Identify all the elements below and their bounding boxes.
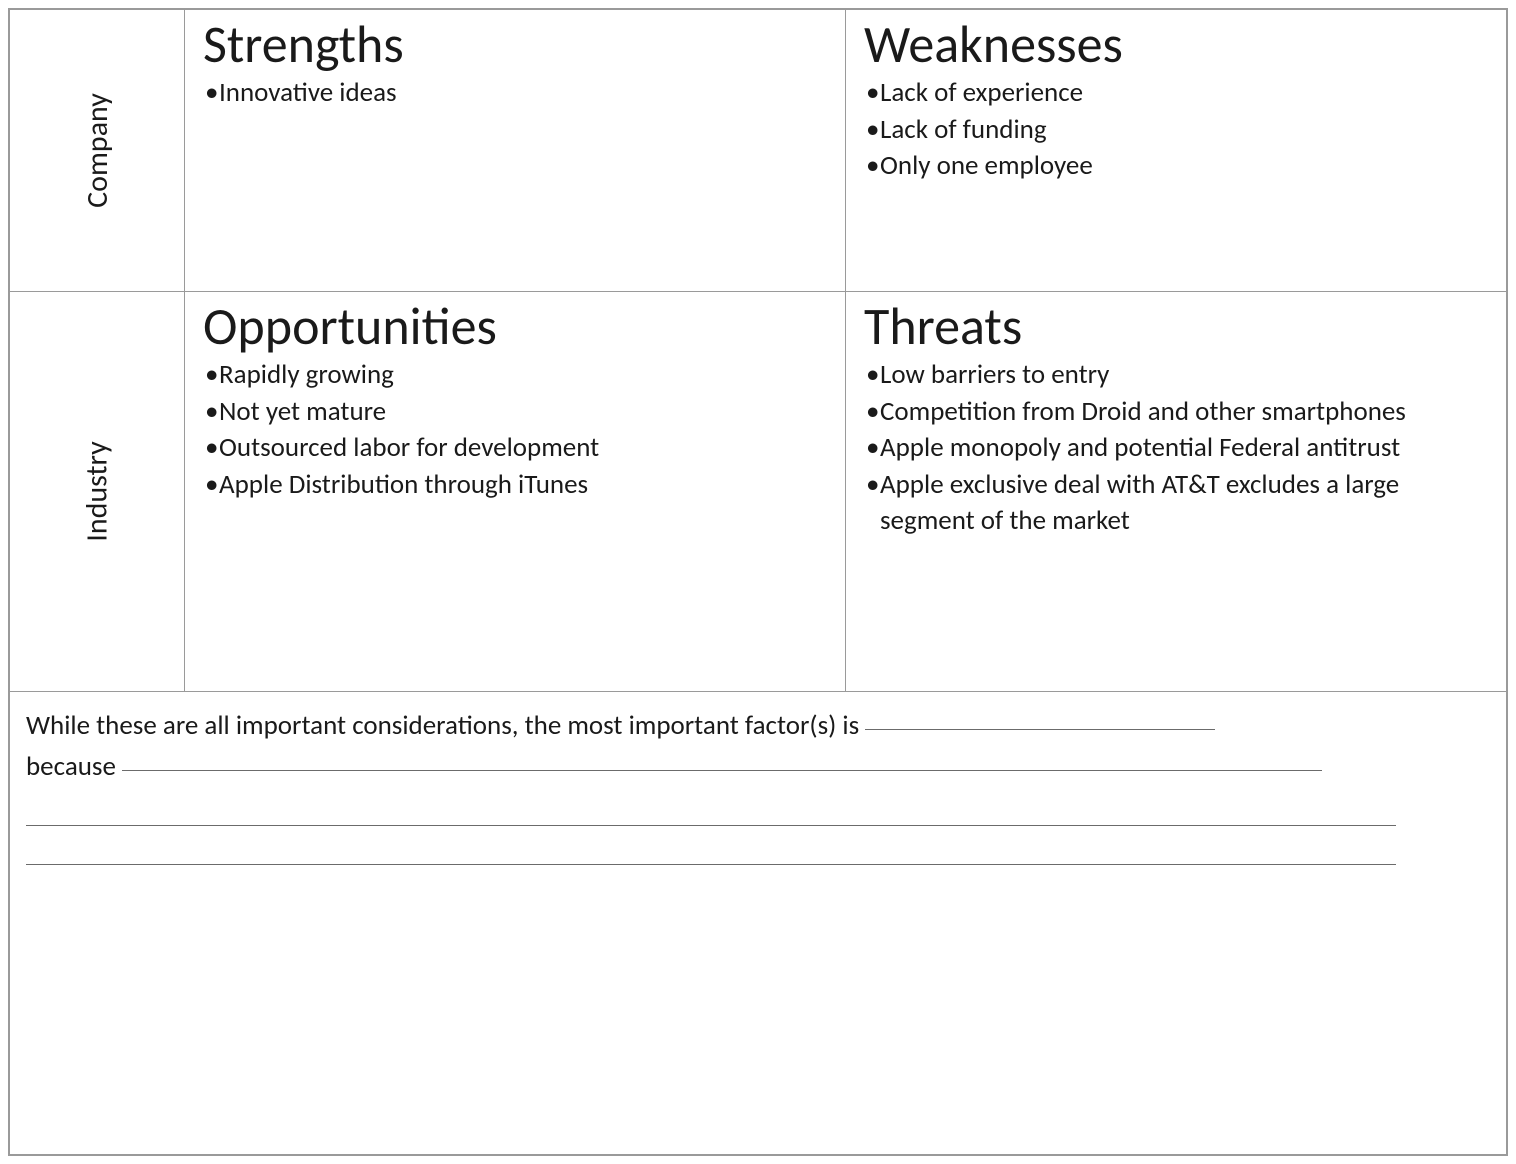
list-item: Lack of experience <box>866 75 1488 111</box>
fill-in-blank-line <box>26 864 1396 865</box>
swot-matrix: Company Strengths Innovative ideas Weakn… <box>10 10 1506 692</box>
list-item: Apple exclusive deal with AT&T excludes … <box>866 467 1488 540</box>
row-cells-company: Strengths Innovative ideas Weaknesses La… <box>185 10 1506 291</box>
list-item: Low barriers to entry <box>866 357 1488 393</box>
title-strengths: Strengths <box>203 16 827 73</box>
swot-row-company: Company Strengths Innovative ideas Weakn… <box>10 10 1506 292</box>
list-strengths: Innovative ideas <box>203 75 827 111</box>
list-opportunities: Rapidly growing Not yet mature Outsource… <box>203 357 827 503</box>
list-item: Rapidly growing <box>205 357 827 393</box>
row-label-cell-industry: Industry <box>10 292 185 691</box>
prompt-text: While these are all important considerat… <box>26 706 1490 865</box>
row-label-industry: Industry <box>78 441 115 541</box>
list-item: Outsourced labor for development <box>205 430 827 466</box>
row-label-cell-company: Company <box>10 10 185 291</box>
title-threats: Threats <box>864 298 1488 355</box>
fill-in-blank-line <box>26 825 1396 826</box>
list-item: Innovative ideas <box>205 75 827 111</box>
prompt-part1: While these are all important considerat… <box>26 709 865 742</box>
prompt-section: While these are all important considerat… <box>10 692 1506 1154</box>
swot-row-industry: Industry Opportunities Rapidly growing N… <box>10 292 1506 692</box>
prompt-part2: because <box>26 750 122 783</box>
list-weaknesses: Lack of experience Lack of funding Only … <box>864 75 1488 184</box>
list-threats: Low barriers to entry Competition from D… <box>864 357 1488 539</box>
row-cells-industry: Opportunities Rapidly growing Not yet ma… <box>185 292 1506 691</box>
list-item: Apple Distribution through iTunes <box>205 467 827 503</box>
row-label-company: Company <box>78 93 115 208</box>
title-weaknesses: Weaknesses <box>864 16 1488 73</box>
cell-threats: Threats Low barriers to entry Competitio… <box>846 292 1506 691</box>
cell-strengths: Strengths Innovative ideas <box>185 10 846 291</box>
swot-container: Company Strengths Innovative ideas Weakn… <box>8 8 1508 1156</box>
title-opportunities: Opportunities <box>203 298 827 355</box>
list-item: Not yet mature <box>205 394 827 430</box>
cell-opportunities: Opportunities Rapidly growing Not yet ma… <box>185 292 846 691</box>
fill-in-blank <box>865 729 1215 730</box>
cell-weaknesses: Weaknesses Lack of experience Lack of fu… <box>846 10 1506 291</box>
list-item: Only one employee <box>866 148 1488 184</box>
list-item: Competition from Droid and other smartph… <box>866 394 1488 430</box>
fill-in-blank <box>122 770 1322 771</box>
list-item: Lack of funding <box>866 112 1488 148</box>
list-item: Apple monopoly and potential Federal ant… <box>866 430 1488 466</box>
